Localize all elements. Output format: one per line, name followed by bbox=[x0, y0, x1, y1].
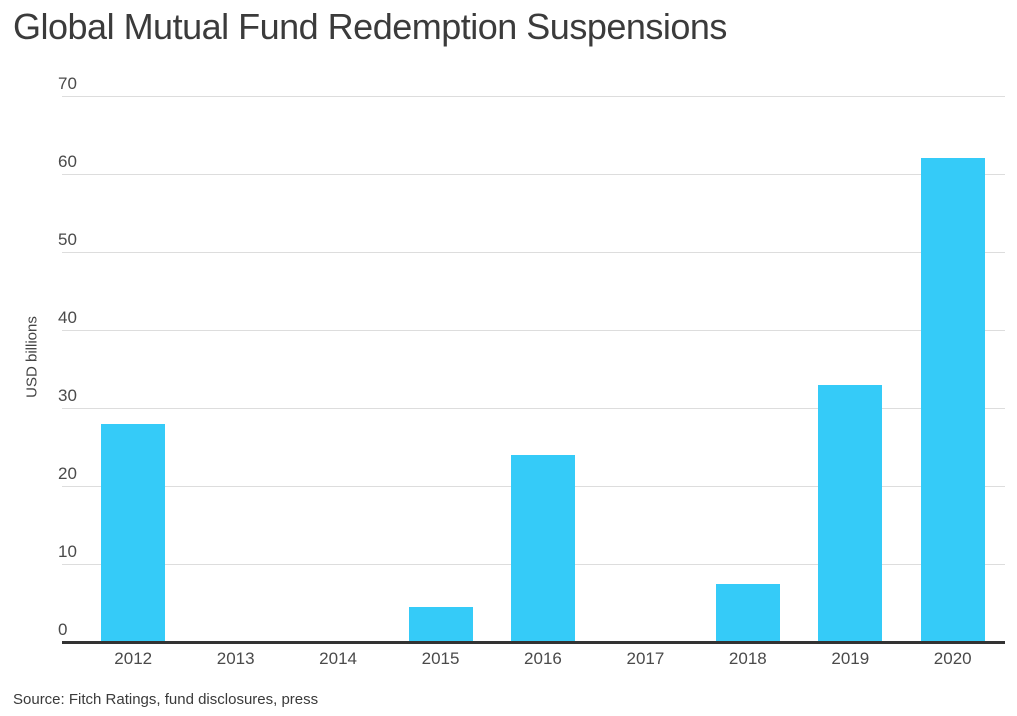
x-tick-label-2016: 2016 bbox=[524, 649, 562, 668]
source-note: Source: Fitch Ratings, fund disclosures,… bbox=[13, 691, 319, 708]
bar-slot-2017 bbox=[594, 96, 696, 642]
x-tick-label-2015: 2015 bbox=[421, 649, 460, 668]
x-tick-label-2019: 2019 bbox=[831, 649, 870, 668]
bar-slot-2018 bbox=[697, 96, 799, 642]
y-tick-label-20: 20 bbox=[58, 464, 77, 483]
x-tick-label-2012: 2012 bbox=[114, 649, 153, 668]
gridline-50 bbox=[62, 252, 1005, 253]
gridline-30 bbox=[62, 408, 1005, 409]
x-axis-labels: 2012 2013 2014 2015 2016 2017 2018 2019 2020 bbox=[82, 649, 1004, 669]
gridline-70 bbox=[62, 96, 1005, 97]
y-tick-label-70: 70 bbox=[58, 74, 77, 93]
y-tick-label-50: 50 bbox=[58, 230, 77, 249]
x-tick-label-2018: 2018 bbox=[728, 649, 767, 668]
x-tick-label-2014: 2014 bbox=[319, 649, 357, 668]
bar-slot-2012 bbox=[82, 96, 184, 642]
plot-area bbox=[82, 96, 1004, 642]
bar-2020 bbox=[920, 158, 985, 642]
bar-slot-2016 bbox=[492, 96, 594, 642]
chart-title: Global Mutual Fund Redemption Suspension… bbox=[13, 6, 727, 47]
y-axis-title: USD billions bbox=[23, 316, 41, 398]
bar-2016 bbox=[510, 454, 575, 642]
bar-2015 bbox=[408, 606, 473, 642]
bar-2018 bbox=[715, 583, 780, 642]
y-tick-label-40: 40 bbox=[58, 308, 77, 327]
y-tick-label-30: 30 bbox=[58, 386, 77, 405]
bar-slot-2019 bbox=[799, 96, 901, 642]
bar-slot-2014 bbox=[287, 96, 389, 642]
x-axis-baseline bbox=[62, 641, 1005, 644]
bar-2019 bbox=[818, 384, 883, 642]
y-tick-label-60: 60 bbox=[58, 152, 77, 171]
x-tick-label-2017: 2017 bbox=[626, 649, 665, 668]
gridline-40 bbox=[62, 330, 1005, 331]
bar-slot-2013 bbox=[184, 96, 286, 642]
y-tick-label-0: 0 bbox=[58, 620, 68, 639]
x-tick-label-2013: 2013 bbox=[216, 649, 255, 668]
gridline-60 bbox=[62, 174, 1005, 175]
x-tick-label-2020: 2020 bbox=[933, 649, 972, 668]
bar-2012 bbox=[101, 423, 166, 642]
y-tick-label-10: 10 bbox=[58, 542, 77, 561]
bar-slot-2020 bbox=[902, 96, 1004, 642]
bar-slot-2015 bbox=[389, 96, 491, 642]
